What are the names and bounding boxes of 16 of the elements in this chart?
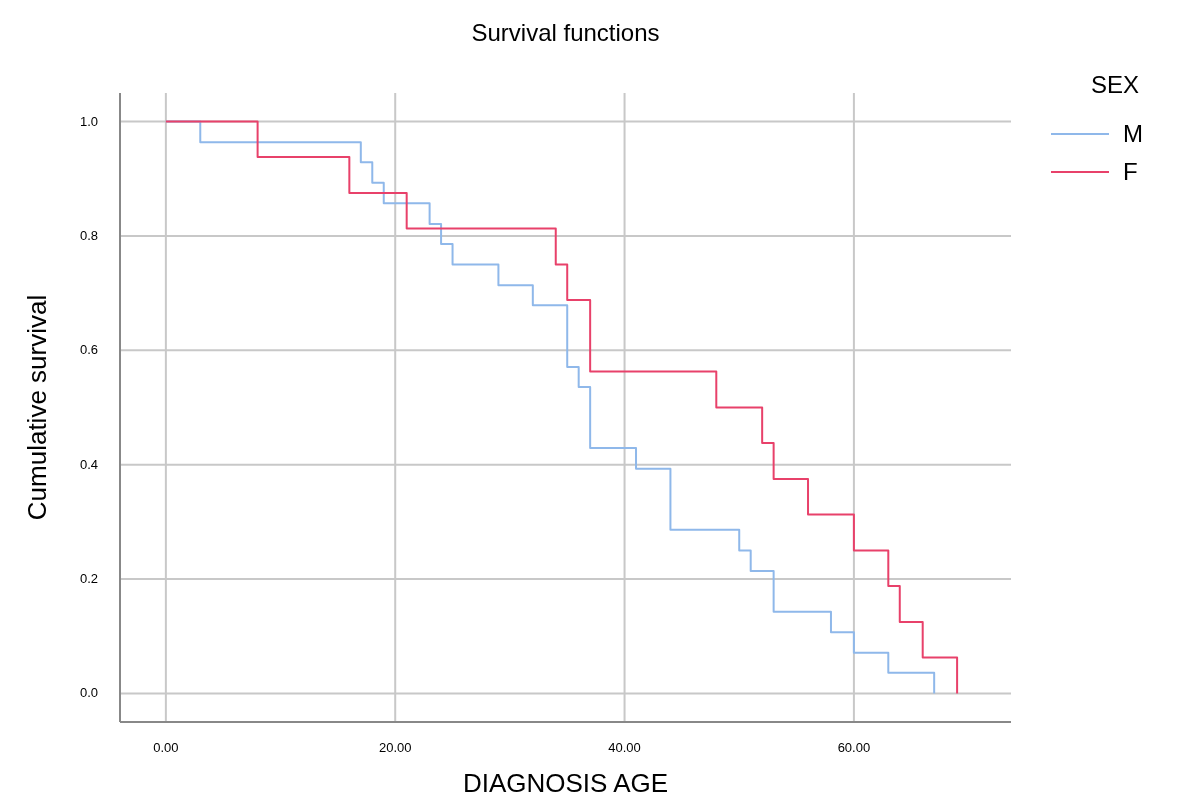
y-tick-label: 0.6 xyxy=(79,342,98,358)
y-tick-label: 0.4 xyxy=(79,456,98,472)
legend-title: SEX xyxy=(1091,71,1140,98)
legend-label: M xyxy=(1123,120,1143,147)
y-axis-title: Cumulative survival xyxy=(22,294,52,521)
chart-title: Survival functions xyxy=(471,19,660,46)
x-tick-label: 60.00 xyxy=(837,740,871,755)
y-tick-label: 0.8 xyxy=(79,227,98,243)
x-tick-label: 20.00 xyxy=(378,740,412,755)
y-tick-label: 1.0 xyxy=(79,113,98,129)
y-tick-label: 0.2 xyxy=(79,571,98,587)
legend-label: F xyxy=(1123,158,1138,185)
y-tick-label: 0.0 xyxy=(79,685,98,701)
x-axis-title: DIAGNOSIS AGE xyxy=(462,768,669,796)
x-tick-label: 40.00 xyxy=(608,740,641,755)
x-tick-label: 0.00 xyxy=(153,740,179,755)
